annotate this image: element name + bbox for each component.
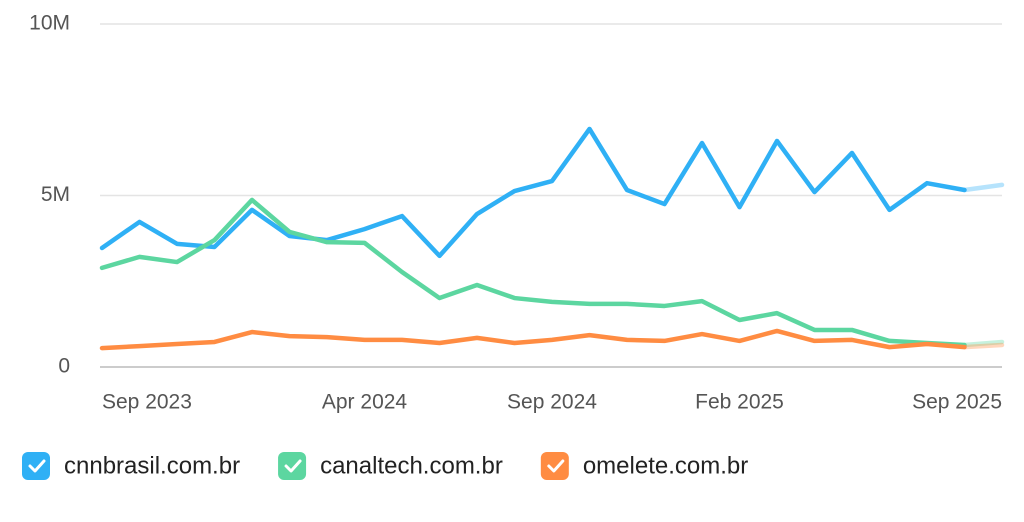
legend-checkbox[interactable] — [278, 452, 307, 480]
legend-item[interactable]: omelete.com.br — [540, 452, 748, 480]
y-tick-label: 5M — [41, 183, 70, 206]
legend-checkbox[interactable] — [22, 452, 50, 480]
check-icon — [28, 459, 46, 473]
legend-item[interactable]: canaltech.com.br — [278, 452, 503, 480]
series-line-projected — [962, 339, 1005, 348]
check-icon — [284, 459, 302, 473]
x-tick-label: Sep 2024 — [507, 391, 597, 414]
series-line — [99, 197, 967, 348]
series-line — [99, 328, 967, 351]
series-line — [99, 126, 967, 259]
check-icon — [547, 459, 565, 473]
x-tick-label: Sep 2023 — [102, 391, 192, 414]
legend-item[interactable]: cnnbrasil.com.br — [22, 452, 240, 480]
x-tick-label: Sep 2025 — [912, 391, 1002, 414]
series-line-projected — [962, 182, 1005, 193]
legend-label: cnnbrasil.com.br — [64, 452, 240, 479]
legend-checkbox[interactable] — [540, 452, 569, 480]
y-tick-label: 10M — [29, 12, 70, 35]
x-tick-label: Feb 2025 — [695, 391, 784, 414]
legend-label: omelete.com.br — [583, 452, 748, 479]
y-tick-label: 0 — [58, 355, 70, 378]
x-tick-label: Apr 2024 — [322, 391, 408, 414]
series-line-projected — [962, 342, 1005, 350]
legend-label: canaltech.com.br — [320, 452, 503, 479]
